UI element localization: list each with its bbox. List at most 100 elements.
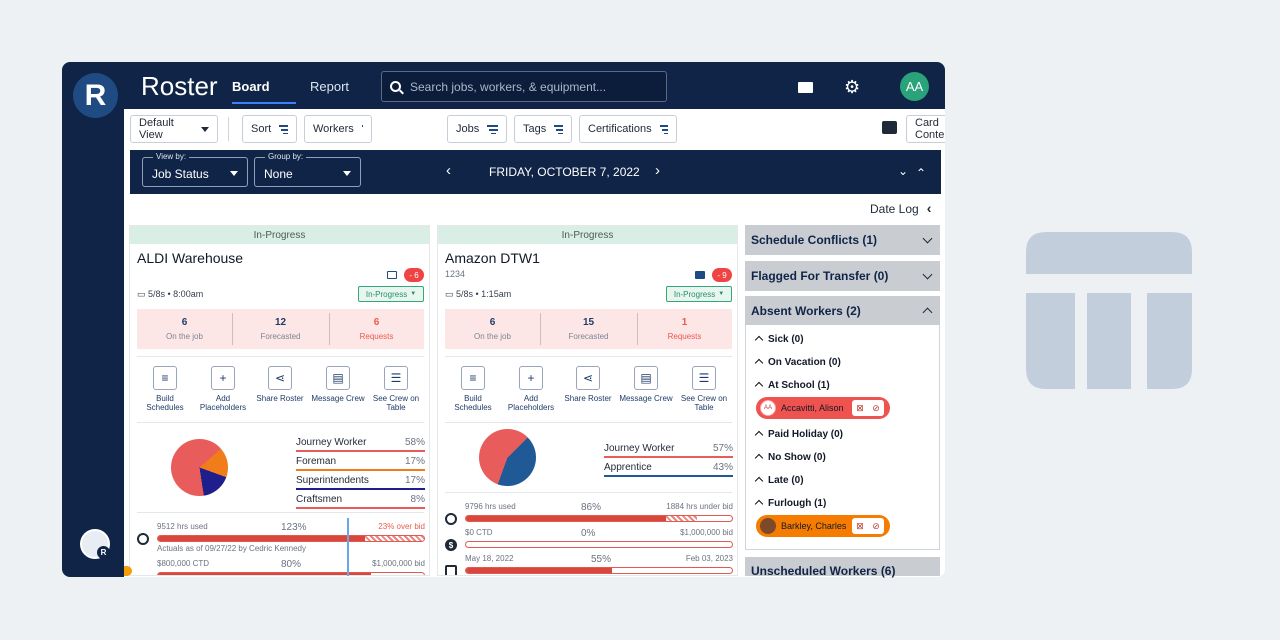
cost-bar xyxy=(157,572,425,575)
hours-bar xyxy=(465,515,733,522)
message-icon[interactable] xyxy=(695,271,705,279)
divider xyxy=(445,492,732,493)
absent-group-no-show[interactable]: No Show (0) xyxy=(756,452,826,463)
worker-chip[interactable]: AA Accavitti, Alison ⊠ ⊘ xyxy=(756,397,890,419)
date-log-label: Date Log xyxy=(870,202,919,216)
message-crew-button[interactable]: ▤ Message Crew xyxy=(307,366,369,403)
caret-down-icon xyxy=(343,171,351,176)
crew-stats: 6 On the job 12 Forecasted 6 Requests xyxy=(137,309,424,349)
job-name[interactable]: Amazon DTW1 xyxy=(445,250,540,266)
stat-on-job: 6 On the job xyxy=(137,309,232,349)
help-mascot-icon[interactable] xyxy=(80,529,110,559)
see-crew-table-button[interactable]: ☰ See Crew on Table xyxy=(673,366,735,412)
calendar-x-icon[interactable]: ⊠ xyxy=(856,402,864,413)
divider xyxy=(137,512,424,513)
tab-board[interactable]: Board xyxy=(232,79,270,94)
stat-requests: 6 Requests xyxy=(329,309,424,349)
collapse-up-icon[interactable]: ⌃ xyxy=(916,166,927,180)
legend-row: Apprentice 43% xyxy=(604,458,733,477)
absence-actions[interactable]: ⊠ ⊘ xyxy=(852,400,884,416)
cost-percent: 0% xyxy=(581,528,596,539)
build-schedules-button[interactable]: ≡ Build Schedules xyxy=(442,366,504,412)
job-code: 1234 xyxy=(445,269,466,279)
absent-group-sick[interactable]: Sick (0) xyxy=(756,334,804,345)
table-icon: ☰ xyxy=(692,366,716,390)
divider xyxy=(445,356,732,357)
share-roster-button[interactable]: ⋖ Share Roster xyxy=(557,366,619,403)
default-view-label: Default View xyxy=(139,117,174,141)
add-placeholders-button[interactable]: + Add Placeholders xyxy=(192,366,254,412)
hours-progress: 9512 hrs used 123% 23% over bid xyxy=(157,522,425,546)
job-status-select[interactable]: In-Progress ▼ xyxy=(666,286,732,302)
dollar-icon: $ xyxy=(445,539,457,551)
hours-bar-fill xyxy=(466,516,666,521)
search-input[interactable]: Search jobs, workers, & equipment... xyxy=(381,71,667,102)
divider xyxy=(637,313,638,345)
job-card[interactable]: In-Progress ALDI Warehouse - 6 ▭ 5/8s • … xyxy=(129,225,430,576)
job-name[interactable]: ALDI Warehouse xyxy=(137,250,244,266)
absence-actions[interactable]: ⊠ ⊘ xyxy=(852,518,884,534)
chevron-up-icon xyxy=(922,307,933,318)
worker-avatar: AA xyxy=(760,400,776,416)
absent-group-late[interactable]: Late (0) xyxy=(756,475,804,486)
cost-bid: $1,000,000 bid xyxy=(680,528,733,537)
sort-button[interactable]: Sort xyxy=(242,115,297,143)
absent-group-vacation[interactable]: On Vacation (0) xyxy=(756,357,841,368)
legend-pct: 57% xyxy=(712,443,733,454)
see-crew-table-button[interactable]: ☰ See Crew on Table xyxy=(365,366,427,412)
chevron-down-icon xyxy=(922,233,933,244)
block-icon[interactable]: ⊘ xyxy=(872,520,880,531)
build-schedules-button[interactable]: ≡ Build Schedules xyxy=(134,366,196,412)
add-placeholders-button[interactable]: + Add Placeholders xyxy=(500,366,562,412)
certifications-filter-button[interactable]: Certifications xyxy=(579,115,677,143)
flagged-transfer-panel[interactable]: Flagged For Transfer (0) xyxy=(745,261,940,291)
hours-remaining-hatch xyxy=(665,516,698,521)
legend-pct: 43% xyxy=(712,462,733,473)
default-view-dropdown[interactable]: Default View xyxy=(130,115,218,143)
card-content-button[interactable]: Card Content◉ xyxy=(906,115,945,143)
caret-down-icon xyxy=(201,126,209,132)
gear-icon[interactable]: ⚙ xyxy=(844,77,861,97)
workers-filter-button[interactable]: Workers xyxy=(304,115,372,143)
legend-pct: 17% xyxy=(404,456,425,467)
legend-name: Journey Worker xyxy=(296,437,367,448)
today-marker-line xyxy=(347,518,349,576)
group-by-select[interactable]: Group by: None xyxy=(254,152,361,187)
message-crew-button[interactable]: ▤ Message Crew xyxy=(615,366,677,403)
absent-group-holiday[interactable]: Paid Holiday (0) xyxy=(756,429,843,440)
date-log-button[interactable]: Date Log ‹ xyxy=(870,200,931,216)
user-avatar[interactable]: AA xyxy=(900,72,929,101)
divider xyxy=(232,313,233,345)
message-icon[interactable] xyxy=(387,271,397,279)
calendar-x-icon[interactable]: ⊠ xyxy=(856,520,864,531)
absent-group-furlough[interactable]: Furlough (1) xyxy=(756,498,826,509)
mail-icon[interactable] xyxy=(798,82,813,93)
block-icon[interactable]: ⊘ xyxy=(872,402,880,413)
scroll-indicator xyxy=(124,566,132,576)
next-day-icon[interactable]: › xyxy=(655,162,660,179)
group-by-label: Group by: xyxy=(265,152,307,161)
worker-chip[interactable]: Barkley, Charles ⊠ ⊘ xyxy=(756,515,890,537)
share-roster-button[interactable]: ⋖ Share Roster xyxy=(249,366,311,403)
calendar-icon: ▭ xyxy=(445,289,457,299)
absent-group-school[interactable]: At School (1) xyxy=(756,380,830,391)
action-label: Placeholders xyxy=(199,403,247,412)
add-person-icon: + xyxy=(519,366,543,390)
job-status-select[interactable]: In-Progress ▼ xyxy=(358,286,424,302)
schedule-conflicts-panel[interactable]: Schedule Conflicts (1) xyxy=(745,225,940,255)
build-list-icon: ≡ xyxy=(153,366,177,390)
absent-workers-panel[interactable]: Absent Workers (2) xyxy=(745,296,940,326)
app-logo[interactable]: R xyxy=(73,73,118,118)
collapse-down-icon[interactable]: ⌄ xyxy=(898,164,909,178)
jobs-filter-button[interactable]: Jobs xyxy=(447,115,507,143)
printer-icon[interactable] xyxy=(882,121,897,134)
tab-report[interactable]: Report xyxy=(310,79,350,94)
unscheduled-workers-panel[interactable]: Unscheduled Workers (6) xyxy=(745,557,940,578)
jobs-label: Jobs xyxy=(456,123,480,135)
action-label: Schedules xyxy=(454,403,492,412)
card-content-label: Card Content xyxy=(915,117,945,141)
job-card[interactable]: In-Progress Amazon DTW1 1234 - 9 ▭ 5/8s … xyxy=(437,225,738,576)
previous-day-icon[interactable]: ‹ xyxy=(446,162,451,179)
tags-filter-button[interactable]: Tags xyxy=(514,115,572,143)
view-by-select[interactable]: View by: Job Status xyxy=(142,152,248,187)
